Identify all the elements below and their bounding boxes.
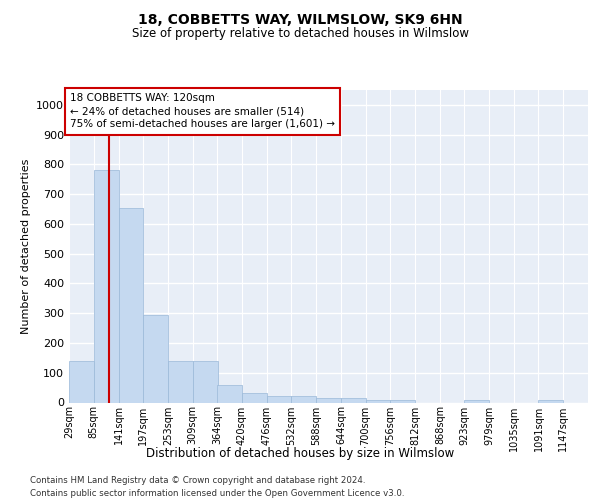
Bar (538, 400, 563, 402)
Text: Distribution of detached houses by size in Wilmslow: Distribution of detached houses by size … (146, 448, 454, 460)
Bar (193, 362, 218, 403)
Bar (316, 398, 341, 402)
Bar (464, 400, 489, 402)
Text: Size of property relative to detached houses in Wilmslow: Size of property relative to detached ho… (131, 28, 469, 40)
Bar (217, 385, 242, 402)
Bar (391, 400, 415, 402)
Bar (266, 396, 292, 402)
Text: 18 COBBETTS WAY: 120sqm
← 24% of detached houses are smaller (514)
75% of semi-d: 18 COBBETTS WAY: 120sqm ← 24% of detache… (70, 93, 335, 130)
Text: Contains public sector information licensed under the Open Government Licence v3: Contains public sector information licen… (30, 489, 404, 498)
Bar (168, 362, 193, 403)
Bar (365, 400, 391, 402)
Y-axis label: Number of detached properties: Number of detached properties (20, 158, 31, 334)
Bar (242, 393, 266, 402)
Bar (143, 314, 168, 402)
Bar (341, 398, 365, 402)
Bar (119, 208, 143, 402)
Text: Contains HM Land Registry data © Crown copyright and database right 2024.: Contains HM Land Registry data © Crown c… (30, 476, 365, 485)
Text: 18, COBBETTS WAY, WILMSLOW, SK9 6HN: 18, COBBETTS WAY, WILMSLOW, SK9 6HN (137, 12, 463, 26)
Bar (292, 396, 316, 402)
Bar (94, 170, 119, 402)
Bar (69, 361, 94, 403)
